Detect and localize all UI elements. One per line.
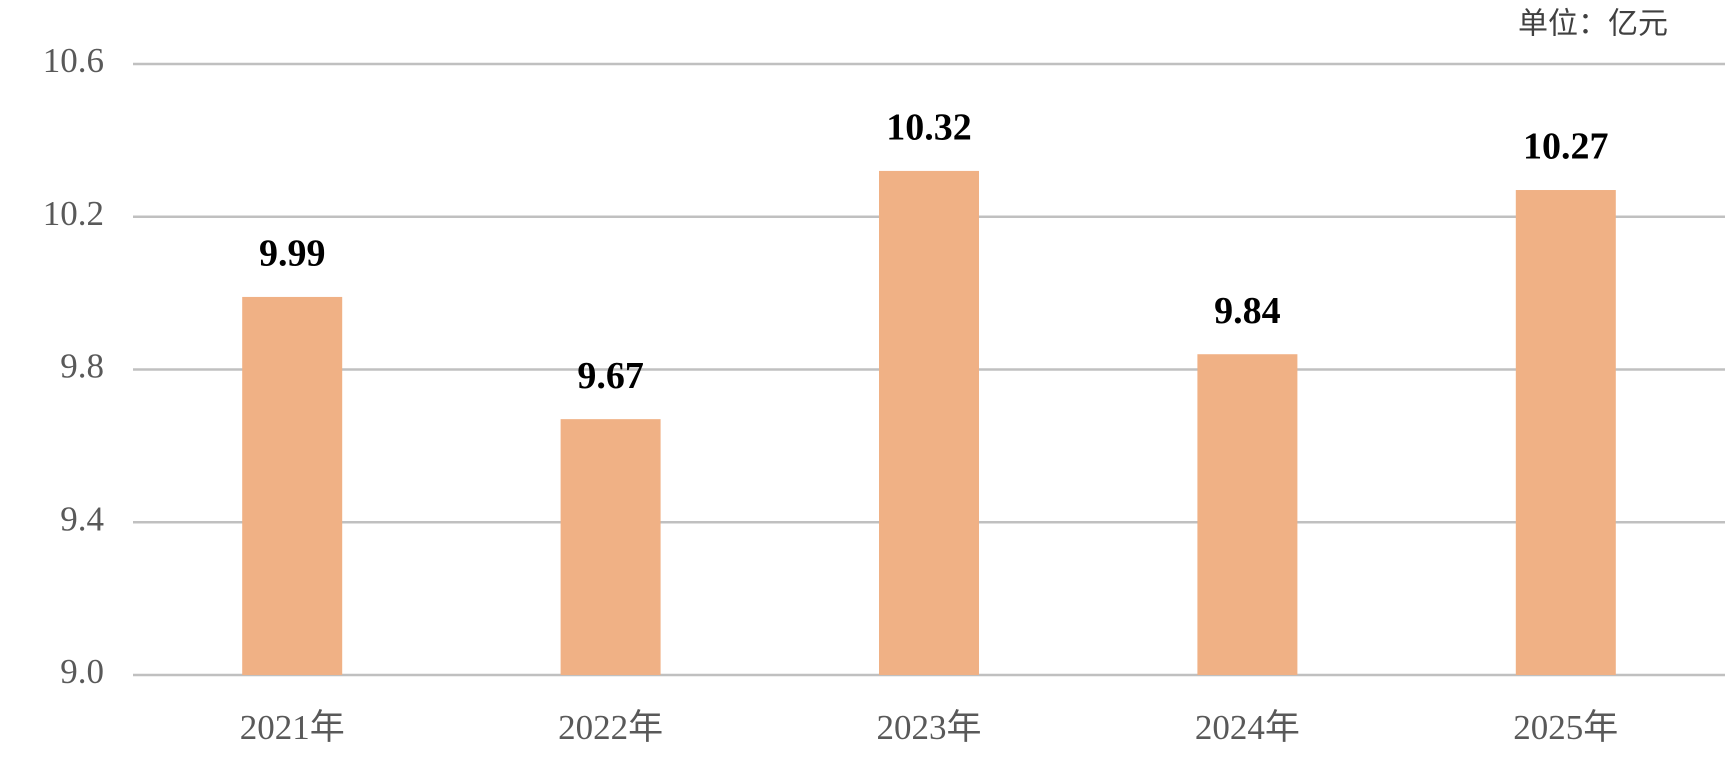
bar — [1515, 190, 1616, 676]
y-tick-label: 10.2 — [43, 194, 104, 233]
x-tick-label: 2023年 — [876, 708, 981, 747]
x-tick-label: 2024年 — [1195, 708, 1300, 747]
y-tick-label: 9.0 — [60, 652, 104, 691]
value-label: 10.32 — [886, 107, 972, 149]
bar — [1197, 354, 1298, 675]
value-label: 9.99 — [259, 233, 326, 275]
y-tick-label: 9.4 — [60, 499, 104, 538]
x-tick-label: 2025年 — [1513, 708, 1618, 747]
x-tick-label: 2021年 — [240, 708, 345, 747]
y-tick-label: 9.8 — [60, 347, 104, 386]
value-label: 10.27 — [1523, 126, 1609, 168]
unit-label: 单位：亿元 — [1518, 7, 1668, 42]
bar — [560, 419, 661, 675]
bar — [879, 170, 979, 676]
x-tick-label: 2022年 — [558, 708, 663, 747]
value-label: 9.84 — [1214, 290, 1281, 332]
bar — [242, 296, 343, 675]
y-tick-label: 10.6 — [43, 41, 104, 80]
value-label: 9.67 — [577, 355, 644, 397]
